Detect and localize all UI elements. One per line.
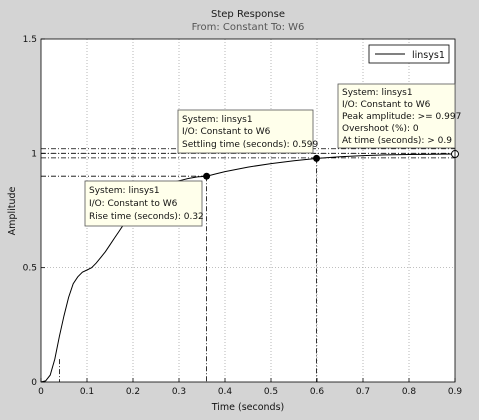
annotation-settling-line: Settling time (seconds): 0.599 <box>182 140 319 150</box>
axis-ticks: 0 0.1 0.2 0.3 0.4 0.5 0.6 0.7 0.8 0.9 0 0.5 1 1.5 <box>23 35 463 397</box>
annotation-rise-line: System: linsys1 <box>89 186 160 196</box>
annotation-settling-line: System: linsys1 <box>182 115 253 125</box>
rise-time-marker <box>203 172 211 180</box>
annotation-peak-line: Overshoot (%): 0 <box>342 124 419 134</box>
x-tick-label: 0 <box>38 387 44 397</box>
x-tick-label: 0.4 <box>218 387 233 397</box>
annotation-peak-box <box>337 83 456 149</box>
annotation-rise-box <box>84 180 203 227</box>
annotation-rise-line: Rise time (seconds): 0.32 <box>89 212 204 222</box>
legend: linsys1 <box>368 44 450 64</box>
annotation-peak-line: Peak amplitude: >= 0.997 <box>342 112 461 122</box>
legend-label-linsys1: linsys1 <box>412 50 445 61</box>
x-tick-label: 0.2 <box>126 387 140 397</box>
y-tick-label: 0.5 <box>23 264 37 274</box>
annotation-peak-line: At time (seconds): > 0.9 <box>342 136 452 146</box>
annotation-peak: System: linsys1 I/O: Constant to W6 Peak… <box>337 83 461 149</box>
x-tick-label: 0.6 <box>310 387 325 397</box>
chart-subtitle: From: Constant To: W6 <box>192 22 305 33</box>
x-tick-label: 0.1 <box>80 387 94 397</box>
annotation-peak-line: I/O: Constant to W6 <box>342 100 431 110</box>
y-tick-label: 1.5 <box>23 35 37 45</box>
legend-box <box>368 44 450 64</box>
annotation-rise-line: I/O: Constant to W6 <box>89 199 178 209</box>
x-tick-label: 0.8 <box>402 387 417 397</box>
settling-time-marker <box>313 154 321 162</box>
annotation-rise: System: linsys1 I/O: Constant to W6 Rise… <box>84 180 204 227</box>
annotation-settling-box <box>177 109 314 154</box>
x-tick-label: 0.5 <box>264 387 278 397</box>
x-axis-label: Time (seconds) <box>211 402 285 413</box>
annotation-peak-line: System: linsys1 <box>342 88 413 98</box>
x-tick-label: 0.7 <box>356 387 370 397</box>
plot-frame <box>40 38 456 383</box>
y-tick-label: 1 <box>31 149 37 159</box>
y-tick-label: 0 <box>31 378 37 388</box>
annotation-settling: System: linsys1 I/O: Constant to W6 Sett… <box>177 109 319 154</box>
x-tick-label: 0.9 <box>448 387 463 397</box>
x-tick-label: 0.3 <box>172 387 186 397</box>
chart-title: Step Response <box>211 9 285 20</box>
annotation-settling-line: I/O: Constant to W6 <box>182 127 271 137</box>
y-axis-label: Amplitude <box>7 187 18 236</box>
